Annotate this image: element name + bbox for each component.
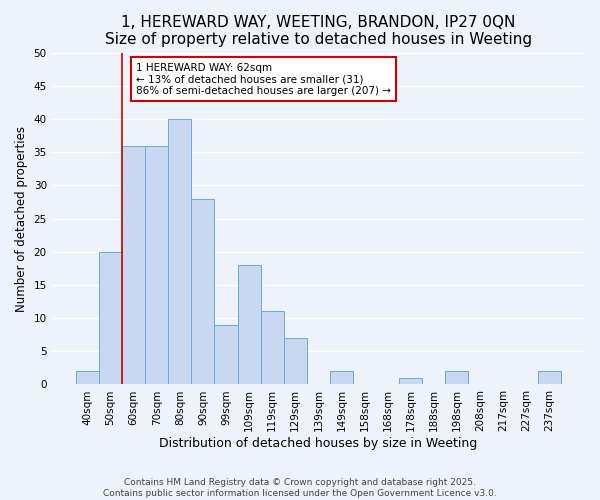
Text: Contains HM Land Registry data © Crown copyright and database right 2025.
Contai: Contains HM Land Registry data © Crown c… — [103, 478, 497, 498]
X-axis label: Distribution of detached houses by size in Weeting: Distribution of detached houses by size … — [159, 437, 478, 450]
Bar — [145, 146, 168, 384]
Bar — [76, 371, 99, 384]
Bar — [399, 378, 422, 384]
Bar — [330, 371, 353, 384]
Bar — [260, 312, 284, 384]
Bar — [99, 252, 122, 384]
Bar — [122, 146, 145, 384]
Title: 1, HEREWARD WAY, WEETING, BRANDON, IP27 0QN
Size of property relative to detache: 1, HEREWARD WAY, WEETING, BRANDON, IP27 … — [105, 15, 532, 48]
Bar — [284, 338, 307, 384]
Text: 1 HEREWARD WAY: 62sqm
← 13% of detached houses are smaller (31)
86% of semi-deta: 1 HEREWARD WAY: 62sqm ← 13% of detached … — [136, 62, 391, 96]
Bar — [538, 371, 561, 384]
Bar — [445, 371, 469, 384]
Bar — [191, 198, 214, 384]
Bar — [168, 119, 191, 384]
Bar — [214, 324, 238, 384]
Y-axis label: Number of detached properties: Number of detached properties — [15, 126, 28, 312]
Bar — [238, 265, 260, 384]
